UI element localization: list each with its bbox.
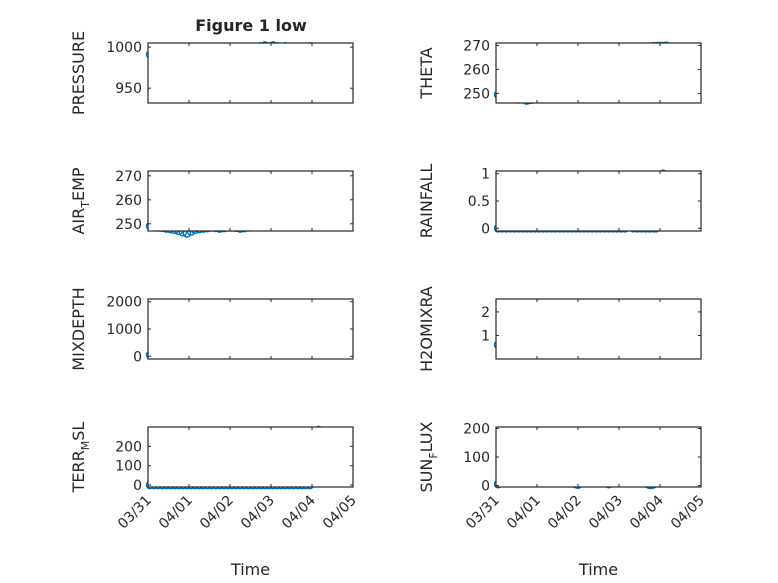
y-axis-label-6: H2OMIXRA	[417, 286, 436, 372]
y-tick-label: 0	[481, 221, 490, 237]
y-tick-label: 250	[115, 217, 142, 233]
y-tick-label: 2	[481, 305, 490, 321]
y-tick-label: 1000	[106, 322, 142, 338]
subplot-5: 0 1000 2000 MIXDEPTH	[69, 287, 354, 371]
y-tick-label: 0.5	[468, 194, 490, 210]
subplot-6: 1 2 H2OMIXRA	[417, 286, 702, 372]
y-tick-label: 260	[115, 193, 142, 209]
y-tick-label: 100	[115, 459, 142, 475]
y-tick-label: 2000	[106, 295, 142, 311]
y-axis-label-1: PRESSURE	[69, 31, 88, 115]
y-tick-label: 270	[463, 38, 490, 54]
y-axis-label-8: SUNFLUX	[417, 421, 440, 492]
subplot-2: 250 260 270 THETA	[417, 38, 702, 105]
axes-box	[147, 42, 354, 104]
y-axis-label-7: TERRMSL	[69, 422, 92, 494]
axes-box	[147, 426, 354, 488]
y-tick-label: 1	[481, 167, 490, 183]
y-tick-label: 200	[115, 439, 142, 455]
subplot-1: 950 1000 PRESSURE	[69, 31, 354, 115]
y-tick-label: 100	[463, 450, 490, 466]
y-axis-label-3: AIRTEMP	[69, 167, 92, 234]
y-tick-label: 0	[481, 479, 490, 495]
y-tick-label: 260	[463, 62, 490, 78]
y-tick-label: 200	[463, 421, 490, 437]
x-axis-label: Time	[230, 560, 270, 579]
axes-box	[147, 170, 354, 232]
y-axis-label-2: THETA	[417, 47, 436, 99]
x-axis-label: Time	[578, 560, 618, 579]
y-tick-label: 250	[463, 86, 490, 102]
y-tick-label: 0	[133, 349, 142, 365]
figure-title: Figure 1 low	[195, 16, 307, 35]
axes-box	[147, 298, 354, 360]
y-tick-label: 1000	[106, 40, 142, 56]
y-tick-label: 0	[133, 478, 142, 494]
y-axis-label-5: MIXDEPTH	[69, 287, 88, 370]
y-tick-label: 270	[115, 169, 142, 185]
axes-box	[495, 42, 702, 104]
y-tick-label: 950	[115, 81, 142, 97]
axes-box	[495, 170, 702, 232]
subplot-4: 0 0.5 1 RAINFALL	[417, 164, 702, 239]
axes-box	[495, 426, 702, 488]
axes-box	[495, 298, 702, 360]
y-axis-label-4: RAINFALL	[417, 164, 436, 239]
y-tick-label: 1	[481, 328, 490, 344]
subplot-3: 250 260 270 AIRTEMP	[69, 167, 354, 238]
